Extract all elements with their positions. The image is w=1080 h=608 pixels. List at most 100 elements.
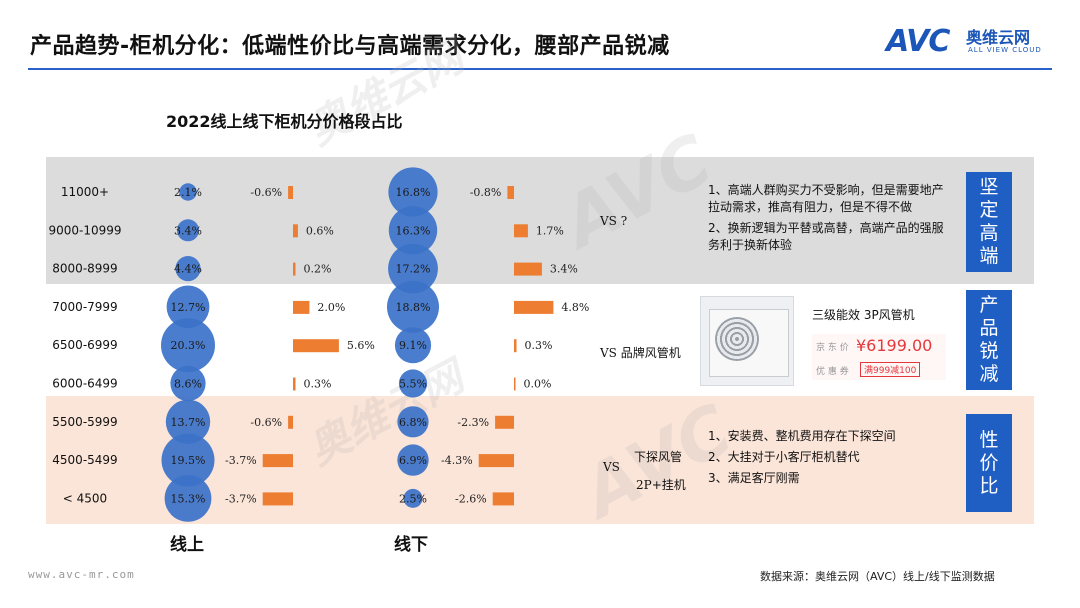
share-label: 3.4% — [174, 224, 202, 237]
share-bubble — [165, 399, 211, 444]
fan-icon — [715, 317, 759, 361]
online-axis-label: 线上 — [170, 535, 204, 555]
page-title: 产品趋势-柜机分化：低端性价比与高端需求分化，腰部产品锐减 — [30, 34, 670, 59]
segment-tag-high-end-text: 坚定高端 — [979, 176, 999, 267]
share-bubble — [388, 167, 438, 217]
high-end-note-2: 2、换新逻辑为平替或高替，高端产品的强服务利于换新体验 — [708, 221, 944, 252]
change-bar — [478, 454, 514, 468]
category-label: 9000-10999 — [48, 223, 121, 237]
price-box: 京 东 价 ¥6199.00 优 惠 券 满999减100 — [812, 334, 946, 380]
offline-axis-label: 线下 — [394, 535, 428, 555]
share-label: 12.7% — [171, 301, 206, 314]
coupon-label: 优 惠 券 — [816, 367, 849, 377]
high-end-vs: VS ? — [600, 214, 628, 228]
website-url: www.avc-mr.com — [28, 568, 135, 581]
segment-tag-mid-range: 产品锐减 — [966, 290, 1012, 390]
share-bubble — [175, 256, 201, 282]
share-bubble — [394, 327, 432, 364]
change-label: 0.6% — [306, 224, 334, 237]
share-label: 15.3% — [171, 492, 206, 505]
share-label: 5.5% — [399, 378, 427, 391]
low-end-vs-detail-2: 2P+挂机 — [636, 478, 686, 492]
share-bubble — [179, 183, 197, 201]
change-label: 0.3% — [525, 339, 553, 352]
share-bubble — [164, 475, 212, 522]
share-label: 16.8% — [396, 186, 431, 199]
change-label: -3.7% — [225, 454, 257, 467]
coupon-value: 满999减100 — [860, 362, 921, 377]
change-bar — [293, 300, 310, 314]
share-bubble — [388, 243, 438, 294]
change-label: 1.7% — [536, 224, 564, 237]
share-label: 6.9% — [399, 454, 427, 467]
share-label: 9.1% — [399, 339, 427, 352]
duct-ac-product-image — [700, 296, 794, 386]
change-bar — [514, 262, 542, 276]
data-source: 数据来源：奥维云网（AVC）线上/线下监测数据 — [760, 570, 995, 583]
title-divider — [28, 68, 1052, 70]
share-bubble — [166, 285, 210, 329]
share-bubble — [388, 206, 438, 255]
category-label: 11000+ — [61, 185, 109, 199]
share-label: 6.8% — [399, 416, 427, 429]
change-bar — [495, 415, 514, 429]
high-end-note-1: 1、高端人群购买力不受影响，但是需要地产拉动需求，推高有阻力，但是不得不做 — [708, 183, 944, 214]
price-value: ¥6199.00 — [856, 336, 933, 355]
logo-english-name: ALL VIEW CLOUD — [968, 46, 1042, 54]
share-label: 19.5% — [171, 454, 206, 467]
change-label: -2.6% — [455, 492, 487, 505]
change-bar — [514, 224, 528, 238]
share-label: 20.3% — [171, 339, 206, 352]
low-end-note-2: 2、大挂对于小客厅柜机替代 — [708, 450, 860, 464]
share-label: 17.2% — [396, 263, 431, 276]
change-bar — [514, 339, 517, 353]
product-name: 三级能效 3P风管机 — [812, 308, 915, 322]
change-bar — [293, 377, 296, 391]
segment-tag-value: 性价比 — [966, 414, 1012, 512]
change-bar — [262, 454, 293, 468]
share-label: 16.3% — [396, 224, 431, 237]
share-bubble — [170, 365, 206, 402]
category-label: 6000-6499 — [52, 377, 117, 391]
logo-mark: AVC — [886, 24, 950, 59]
share-bubble — [403, 488, 423, 508]
change-bar — [492, 492, 514, 506]
low-end-vs: VS — [603, 460, 620, 474]
category-label: 6500-6999 — [52, 338, 117, 352]
share-label: 18.8% — [396, 301, 431, 314]
change-bar — [514, 300, 554, 314]
segment-tag-high-end: 坚定高端 — [966, 172, 1012, 272]
share-bubble — [397, 444, 429, 476]
change-label: 2.0% — [317, 301, 345, 314]
share-label: 2.5% — [399, 492, 427, 505]
category-label: 7000-7999 — [52, 300, 117, 314]
product-card: 三级能效 3P风管机 京 东 价 ¥6199.00 优 惠 券 满999减100 — [700, 296, 946, 386]
category-label: 5500-5999 — [52, 415, 117, 429]
low-end-note-3: 3、满足客厅刚需 — [708, 471, 800, 485]
share-bubble — [387, 280, 439, 333]
change-label: 5.6% — [347, 339, 375, 352]
category-label: 4500-5499 — [52, 453, 117, 467]
change-label: -0.6% — [250, 186, 282, 199]
share-bubble — [397, 406, 429, 438]
change-label: -0.8% — [470, 186, 502, 199]
share-label: 4.4% — [174, 263, 202, 276]
mid-range-vs: VS 品牌风管机 — [600, 346, 681, 360]
logo-chinese-name: 奥维云网 — [966, 28, 1031, 47]
category-label: < 4500 — [63, 491, 107, 505]
change-label: 0.0% — [524, 378, 552, 391]
share-bubble — [161, 433, 215, 487]
change-label: -0.6% — [250, 416, 282, 429]
change-bar — [262, 492, 293, 506]
change-label: 4.8% — [561, 301, 589, 314]
change-bar — [288, 415, 293, 429]
avc-logo: AVC 奥维云网 ALL VIEW CLOUD — [886, 24, 1056, 59]
high-end-notes: 1、高端人群购买力不受影响，但是需要地产拉动需求，推高有阻力，但是不得不做 2、… — [708, 182, 950, 258]
change-label: -3.7% — [225, 492, 257, 505]
change-bar — [293, 224, 298, 238]
change-label: 3.4% — [550, 263, 578, 276]
change-bar — [293, 339, 339, 353]
segment-tag-mid-range-text: 产品锐减 — [979, 294, 999, 385]
share-bubble — [177, 219, 199, 242]
share-bubble — [161, 318, 215, 373]
